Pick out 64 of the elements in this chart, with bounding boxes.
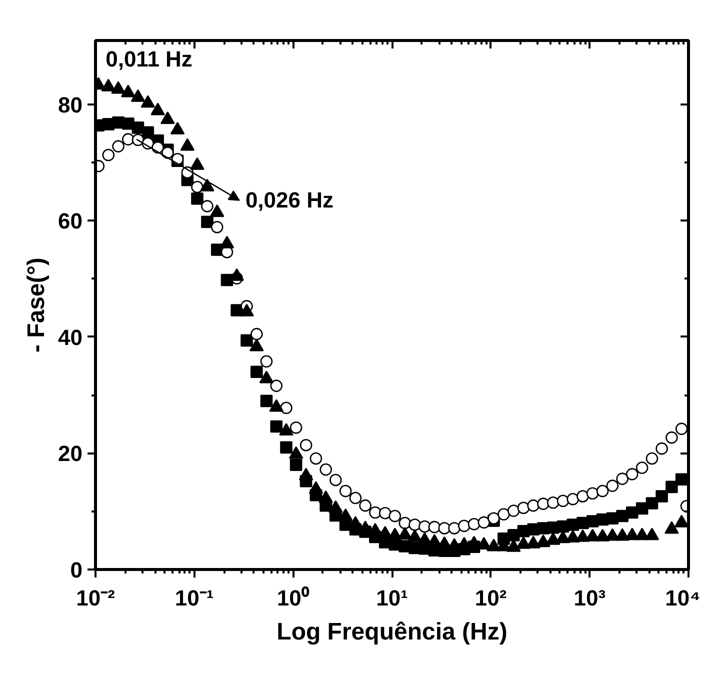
point bbox=[288, 446, 304, 459]
y-tick-label: 40 bbox=[58, 324, 83, 350]
x-tick-label: 10⁻¹ bbox=[174, 586, 214, 610]
annotation: 0,011 Hz bbox=[106, 46, 192, 72]
point bbox=[646, 497, 658, 510]
point bbox=[290, 458, 302, 472]
point bbox=[280, 441, 292, 454]
point bbox=[279, 422, 294, 436]
point bbox=[536, 534, 550, 548]
y-tick-label: 60 bbox=[58, 208, 83, 234]
point bbox=[298, 468, 314, 480]
point bbox=[160, 111, 175, 124]
x-axis-title: Log Frequência (Hz) bbox=[276, 618, 508, 646]
point bbox=[210, 204, 224, 217]
point bbox=[506, 539, 521, 552]
point bbox=[328, 500, 343, 513]
point bbox=[240, 334, 253, 347]
x-tick-label: 10¹ bbox=[376, 586, 408, 610]
point bbox=[644, 528, 660, 540]
x-tick-label: 10⁰ bbox=[276, 586, 310, 610]
point bbox=[675, 473, 688, 486]
point bbox=[269, 399, 284, 412]
point bbox=[408, 529, 422, 542]
point bbox=[121, 84, 136, 98]
point bbox=[259, 370, 274, 384]
point bbox=[674, 514, 688, 528]
y-tick-label: 80 bbox=[58, 92, 83, 118]
point bbox=[318, 490, 333, 503]
point bbox=[130, 89, 146, 102]
point bbox=[260, 394, 273, 408]
point bbox=[666, 480, 678, 494]
y-tick-label: 0 bbox=[70, 558, 83, 582]
point bbox=[201, 216, 214, 228]
point bbox=[240, 304, 254, 316]
x-tick-label: 10² bbox=[474, 586, 507, 610]
point bbox=[546, 532, 560, 545]
point bbox=[140, 95, 156, 108]
point bbox=[595, 528, 610, 542]
point bbox=[664, 521, 679, 534]
point bbox=[270, 420, 283, 433]
point bbox=[576, 529, 590, 542]
point bbox=[249, 338, 264, 352]
point bbox=[605, 528, 620, 541]
point bbox=[170, 122, 185, 134]
point bbox=[526, 536, 540, 548]
point bbox=[190, 157, 204, 170]
y-tick-label: 20 bbox=[58, 441, 83, 466]
point bbox=[656, 490, 668, 502]
point bbox=[200, 178, 214, 192]
point bbox=[398, 527, 412, 540]
point bbox=[111, 81, 126, 94]
point bbox=[308, 481, 324, 494]
point bbox=[101, 78, 116, 92]
point bbox=[191, 192, 204, 205]
x-tick-label: 10³ bbox=[574, 586, 606, 610]
y-axis-title: - Fase(°) bbox=[23, 258, 50, 352]
annotation: 0,026 Hz bbox=[245, 187, 334, 212]
point bbox=[230, 268, 244, 281]
point bbox=[150, 102, 165, 116]
x-tick-label: 10⁴ bbox=[665, 586, 701, 610]
point bbox=[250, 366, 263, 378]
point bbox=[180, 138, 195, 151]
point bbox=[122, 117, 134, 130]
x-tick-label: 10⁻² bbox=[76, 586, 115, 610]
